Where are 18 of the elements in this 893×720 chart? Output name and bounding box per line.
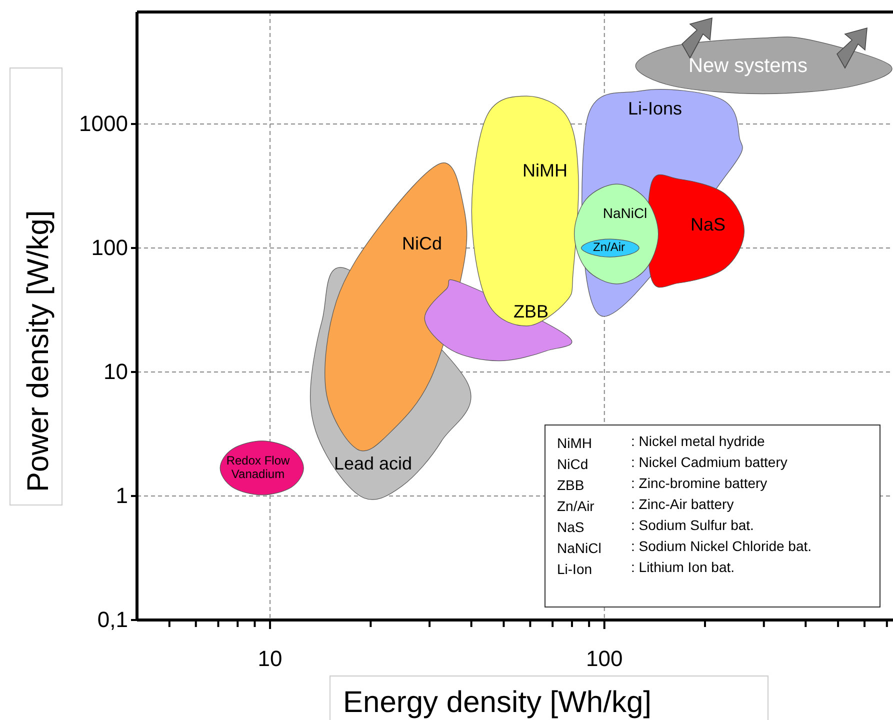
series-label: Li-Ions [628,98,682,118]
y-tick-label: 1 [116,483,128,508]
y-tick-label: 1000 [79,111,128,136]
series-label: NiMH [522,160,568,180]
y-tick-label: 0,1 [97,607,128,632]
y-tick-label: 10 [104,359,128,384]
series-label: ZBB [513,301,549,322]
y-tick-label: 100 [91,235,128,260]
x-axis-title: Energy density [Wh/kg] [343,686,652,719]
series-label: Redox Flow Vanadium [226,454,290,481]
y-axis-title: Power density [W/kg] [22,210,55,492]
series-label: NaNiCl [602,204,648,221]
series-label: Lead acid [334,453,412,474]
series-label: NiCd [402,233,442,254]
series-label: Zn/Air [592,240,626,254]
series-label: New systems [688,55,808,77]
series-label: NaS [690,214,726,234]
key-box: NiMH : Nickel metal hydride NiCd : Nickel Cadmium battery ZBB : Zinc-bromine battery Zn/Air : Zinc-Air battery NaS : Sodium Sulfur bat. NaNiCl : Sodium Nickel Chloride bat. Li-Ion : Lithium Ion bat. [544,424,880,608]
